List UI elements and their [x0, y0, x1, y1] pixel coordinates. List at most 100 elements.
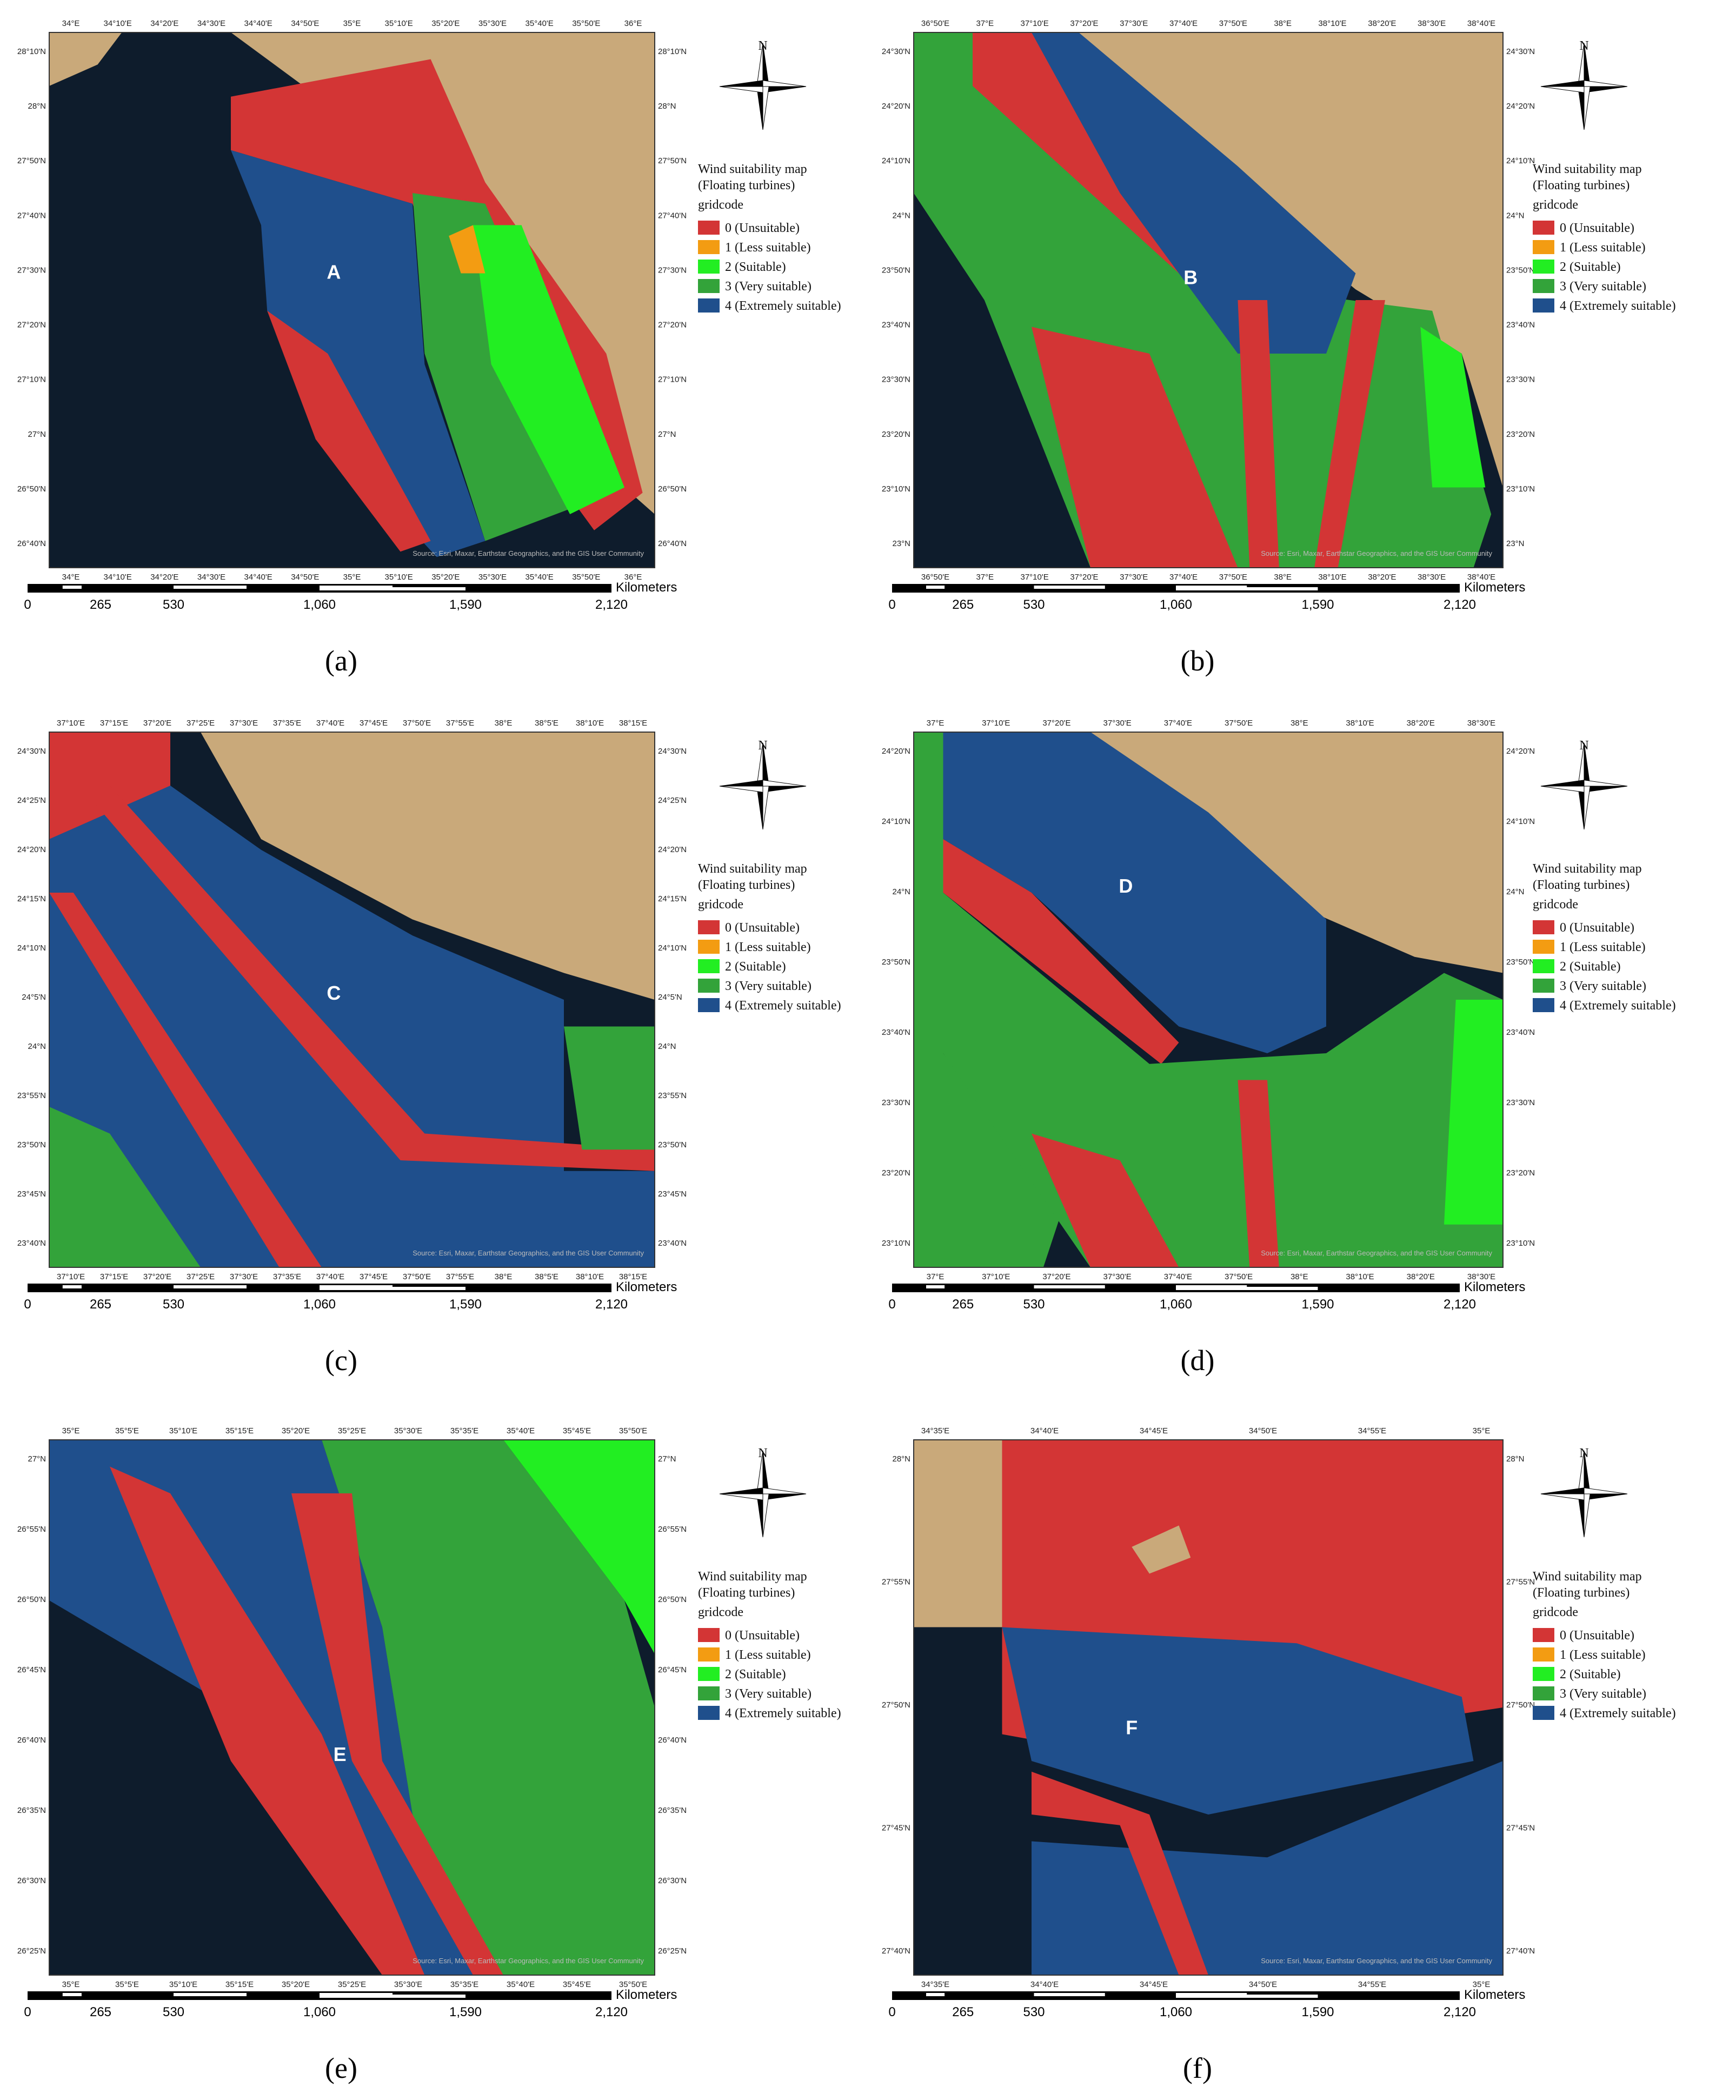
lon-tick-label: 35°10'E	[385, 573, 413, 582]
lon-tick-label: 35°50'E	[619, 1980, 647, 1989]
scale-label: 530	[1023, 1297, 1045, 1312]
legend-swatch	[698, 298, 720, 313]
suitability-zone	[943, 732, 1326, 1053]
lon-tick-label: 34°45'E	[1140, 1980, 1168, 1989]
lat-tick-label: 24°20'N	[882, 102, 910, 111]
lon-tick-label: 37°30'E	[1120, 573, 1148, 582]
scale-unit: Kilometers	[616, 1988, 677, 2002]
lat-tick-label: 27°55'N	[1506, 1578, 1535, 1587]
lon-tick-label: 35°25'E	[338, 1426, 366, 1436]
panel-caption: (f)	[1183, 2052, 1212, 2084]
lon-tick-label: 35°50'E	[572, 19, 600, 28]
north-arrow	[756, 1493, 763, 1538]
map-frame	[913, 32, 1504, 568]
north-arrow	[1540, 1493, 1585, 1500]
north-arrow	[719, 786, 763, 793]
legend-subtitle: (Floating turbines)	[1533, 1586, 1629, 1600]
lon-tick-label: 34°30'E	[197, 19, 225, 28]
scale-label: 1,590	[449, 2005, 482, 2019]
suitability-zone	[1002, 1627, 1474, 1815]
suitability-zone	[943, 839, 1179, 1064]
lat-tick-label: 23°50'N	[1506, 265, 1535, 275]
lon-tick-label: 35°10'E	[385, 19, 413, 28]
north-arrow	[762, 1493, 807, 1500]
panel-caption: (e)	[325, 2052, 357, 2084]
scale-bar-segment	[1176, 1995, 1318, 1998]
scale-bar-segment	[926, 1285, 945, 1288]
legend-label: 0 (Unsuitable)	[1560, 221, 1634, 235]
lon-tick-label: 38°30'E	[1467, 1272, 1495, 1281]
lon-tick-label: 37°50'E	[403, 1272, 431, 1281]
lon-tick-label: 38°E	[1274, 573, 1292, 582]
legend-label: 4 (Extremely suitable)	[725, 299, 841, 313]
north-arrow	[762, 86, 807, 93]
land	[201, 732, 655, 1000]
suitability-zone	[1032, 32, 1356, 354]
scale-label: 265	[90, 597, 111, 612]
lon-tick-label: 34°30'E	[197, 573, 225, 582]
lon-tick-label: 37°55'E	[446, 1272, 474, 1281]
suitability-zone	[1444, 1000, 1503, 1225]
lon-tick-label: 34°20'E	[150, 573, 178, 582]
scale-label: 0	[24, 1297, 31, 1312]
legend-title: Wind suitability map	[698, 162, 807, 176]
lat-tick-label: 24°30'N	[658, 747, 687, 756]
scale-bar-segment	[62, 1285, 82, 1288]
legend-swatch	[1533, 298, 1554, 313]
legend-label: 4 (Extremely suitable)	[725, 999, 841, 1013]
legend-field: gridcode	[698, 898, 743, 912]
scale-label: 265	[90, 2005, 111, 2019]
legend-label: 3 (Very suitable)	[1560, 979, 1646, 993]
lat-tick-label: 26°30'N	[17, 1876, 46, 1885]
lon-tick-label: 38°10'E	[576, 719, 604, 728]
legend-swatch	[698, 240, 720, 254]
scale-bar-segment	[320, 1287, 465, 1290]
lon-tick-label: 38°15'E	[619, 719, 647, 728]
scale-bar-segment	[1034, 1285, 1105, 1288]
lat-tick-label: 27°20'N	[17, 321, 46, 330]
lon-tick-label: 38°40'E	[1467, 19, 1495, 28]
lat-tick-label: 23°55'N	[17, 1091, 46, 1100]
north-arrow	[762, 80, 807, 87]
lon-tick-label: 34°35'E	[921, 1426, 949, 1436]
lat-tick-label: 28°N	[1506, 1454, 1525, 1464]
lon-tick-label: 34°10'E	[104, 19, 132, 28]
legend-label: 0 (Unsuitable)	[725, 1629, 800, 1643]
lon-tick-label: 35°20'E	[282, 1980, 310, 1989]
north-arrow	[1584, 86, 1628, 93]
lon-tick-label: 37°10'E	[1021, 573, 1049, 582]
legend-label: 1 (Less suitable)	[725, 940, 811, 954]
lon-tick-label: 37°30'E	[230, 1272, 258, 1281]
legend-swatch	[1533, 998, 1554, 1012]
lon-tick-label: 37°40'E	[1164, 1272, 1192, 1281]
lon-tick-label: 38°E	[1291, 1272, 1308, 1281]
scale-label: 265	[952, 2005, 974, 2019]
legend-field: gridcode	[1533, 898, 1578, 912]
suitability-zone	[1238, 300, 1279, 568]
scale-label: 0	[888, 2005, 895, 2019]
scale-label: 1,060	[1160, 2005, 1192, 2019]
legend-subtitle: (Floating turbines)	[1533, 878, 1629, 892]
legend-label: 2 (Suitable)	[1560, 260, 1621, 274]
north-arrow	[719, 86, 763, 93]
north-arrow	[762, 786, 769, 830]
lat-tick-label: 24°25'N	[658, 796, 687, 805]
lat-tick-label: 26°35'N	[17, 1806, 46, 1815]
north-arrow	[762, 1493, 769, 1538]
lat-tick-label: 23°50'N	[882, 958, 910, 967]
lon-tick-label: 38°5'E	[535, 719, 558, 728]
legend-swatch	[1533, 1686, 1554, 1700]
lon-tick-label: 37°55'E	[446, 719, 474, 728]
suitability-zone	[473, 225, 624, 514]
lon-tick-label: 35°15'E	[225, 1980, 254, 1989]
lat-tick-label: 28°N	[28, 102, 46, 111]
north-arrow	[1584, 1493, 1628, 1500]
lat-tick-label: 23°20'N	[882, 430, 910, 439]
lat-tick-label: 23°30'N	[1506, 1098, 1535, 1107]
north-arrow	[1540, 1487, 1585, 1494]
scale-unit: Kilometers	[616, 580, 677, 595]
lat-tick-label: 23°40'N	[1506, 1028, 1535, 1037]
suitability-zone	[49, 893, 322, 1267]
lat-tick-label: 27°10'N	[17, 375, 46, 384]
scale-bar-segment	[320, 1995, 465, 1998]
